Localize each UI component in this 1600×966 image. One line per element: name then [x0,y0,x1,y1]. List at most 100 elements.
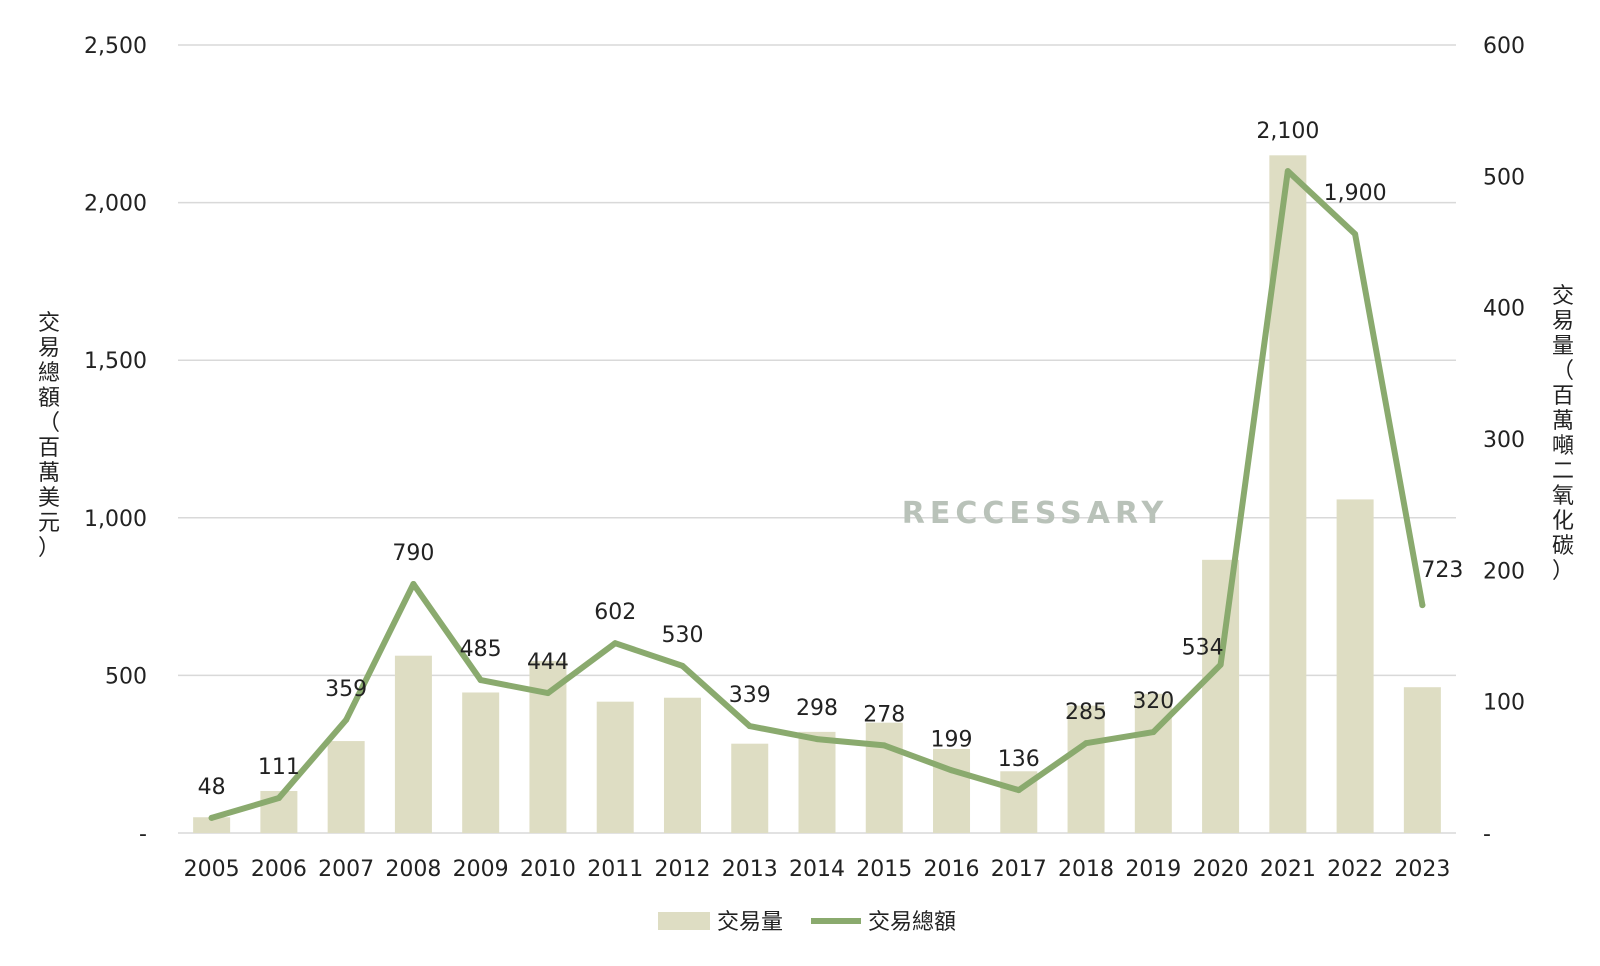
line-point-2009 [477,677,484,684]
data-label-2015: 278 [863,702,905,727]
data-label-2017: 136 [998,747,1040,772]
legend-swatch-bar [658,912,710,930]
x-tick-label: 2006 [251,857,307,882]
line-point-2015 [881,742,888,749]
y-right-tick-label: - [1483,822,1491,847]
data-label-2006: 111 [258,755,300,780]
y-axis-left: - 500 1,000 1,500 2,000 2,500 [84,34,147,847]
data-label-2009: 485 [460,637,502,662]
data-labels: 48 111 359 790 485 444 602 530 339 298 278 199 136 28… [198,119,1464,800]
data-label-2020: 534 [1182,636,1224,661]
line-point-2012 [679,662,686,669]
bar-2009 [462,692,500,833]
data-label-2012: 530 [661,623,703,648]
y-axis-left-title: 交易總額（百萬美元） [38,311,60,561]
line-point-2013 [746,723,753,730]
bar-2015 [865,722,903,833]
line-point-2017 [1015,787,1022,794]
x-tick-label: 2010 [520,857,576,882]
x-tick-label: 2008 [385,857,441,882]
x-tick-label: 2007 [318,857,374,882]
x-tick-label: 2021 [1260,857,1316,882]
y-right-tick-label: 400 [1483,297,1525,322]
data-label-2022: 1,900 [1324,181,1387,206]
y-left-tick-label: - [139,822,147,847]
bar-2012 [663,697,701,833]
line-series [208,168,1426,821]
y-right-tick-label: 500 [1483,165,1525,190]
bar-2013 [731,743,769,833]
data-label-2016: 199 [931,727,973,752]
line-point-2019 [1150,729,1157,736]
data-label-2014: 298 [796,696,838,721]
bar-2005 [193,817,231,833]
legend-label-value: 交易總額 [868,910,956,935]
line-point-2021 [1284,168,1291,175]
x-tick-label: 2018 [1058,857,1114,882]
y-left-tick-label: 1,000 [84,507,147,532]
y-right-title-text: 交易量（百萬噸二氧化碳） [1552,284,1574,584]
y-right-tick-label: 100 [1483,691,1525,716]
line-point-2005 [208,814,215,821]
x-tick-label: 2012 [654,857,710,882]
x-axis: 2005 2006 2007 2008 2009 2010 2011 2012 2013 2014… [184,857,1451,882]
line-point-2010 [544,690,551,697]
x-tick-label: 2005 [184,857,240,882]
bar-2018 [1067,705,1105,833]
x-tick-label: 2015 [856,857,912,882]
bar-2011 [596,701,634,833]
bar-series [193,155,1441,833]
bar-2023 [1403,687,1441,833]
y-left-tick-label: 500 [105,664,147,689]
line-point-2014 [814,736,820,743]
y-axis-right-title: 交易量（百萬噸二氧化碳） [1552,284,1574,584]
legend-label-volume: 交易量 [717,910,783,935]
x-tick-label: 2011 [587,857,643,882]
line-point-2022 [1352,231,1359,238]
data-label-2021: 2,100 [1256,119,1319,144]
x-tick-label: 2009 [453,857,509,882]
bar-2014 [798,731,836,833]
data-label-2005: 48 [198,775,226,800]
bar-2007 [327,741,365,833]
data-label-2023: 723 [1421,558,1463,583]
line-point-2011 [612,640,619,647]
y-right-tick-label: 300 [1483,428,1525,453]
line-point-2018 [1083,740,1090,747]
line-point-2007 [343,716,350,723]
data-label-2013: 339 [729,683,771,708]
x-tick-label: 2014 [789,857,845,882]
x-tick-label: 2020 [1193,857,1249,882]
y-left-title-text: 交易總額（百萬美元） [38,311,60,561]
data-label-2011: 602 [594,600,636,625]
legend: 交易量 交易總額 [658,910,956,935]
x-tick-label: 2016 [924,857,980,882]
y-left-tick-label: 2,000 [84,192,147,217]
x-tick-label: 2023 [1394,857,1450,882]
bar-2020 [1202,559,1240,833]
bar-2022 [1336,499,1374,833]
data-label-2007: 359 [325,677,367,702]
line-point-2020 [1217,661,1224,668]
line-point-2008 [410,580,417,587]
data-label-2008: 790 [392,541,434,566]
y-right-tick-label: 600 [1483,34,1525,59]
watermark: RECCESSARY [902,496,1168,531]
data-label-2010: 444 [527,650,569,675]
line-point-2006 [275,795,282,802]
bar-2008 [394,655,432,833]
bar-2016 [933,748,971,833]
y-axis-right: - 100 200 300 400 500 600 [1483,34,1525,847]
line-point-2016 [948,767,955,774]
gridlines [178,44,1456,834]
x-tick-label: 2019 [1125,857,1181,882]
y-right-tick-label: 200 [1483,559,1525,584]
y-left-tick-label: 1,500 [84,349,147,374]
line-point-2023 [1419,602,1426,609]
y-left-tick-label: 2,500 [84,34,147,59]
x-tick-label: 2017 [991,857,1047,882]
data-label-2018: 285 [1065,700,1107,725]
data-label-2019: 320 [1132,689,1174,714]
x-tick-label: 2013 [722,857,778,882]
